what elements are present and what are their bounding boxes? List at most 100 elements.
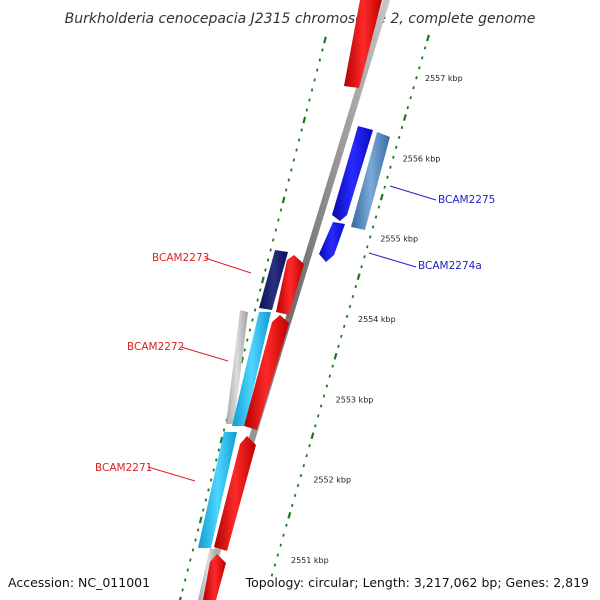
forward-cds-arrow[interactable] [244, 315, 289, 430]
tick-label: 2552 kbp [313, 476, 351, 485]
map-title: Burkholderia cenocepacia J2315 chromosom… [65, 11, 536, 27]
tick-mark [331, 364, 334, 368]
genome-summary-text: Topology: circular; Length: 3,217,062 bp… [245, 575, 589, 590]
cyan-feature [232, 312, 271, 426]
tick-mark [415, 76, 418, 80]
tick-mark [266, 258, 270, 262]
tick-mark [194, 538, 197, 542]
tick-mark [292, 158, 296, 162]
tick-mark [300, 128, 303, 132]
tick-label: 2553 kbp [336, 395, 374, 404]
tick-mark [290, 503, 294, 507]
gene-label-bcam2275[interactable]: BCAM2275 [438, 194, 495, 206]
tick-mark [322, 394, 326, 398]
tick-mark [260, 276, 265, 284]
tick-mark [202, 508, 205, 512]
tick-mark [313, 78, 316, 82]
tick-mark [426, 34, 430, 42]
tick-mark [222, 428, 226, 432]
tick-mark [299, 473, 303, 478]
tick-mark [285, 523, 288, 527]
tick-mark [308, 98, 311, 102]
reverse-cds-arrow[interactable] [319, 222, 345, 262]
tick-mark [394, 145, 398, 149]
tick-label: 2556 kbp [403, 154, 441, 163]
tick-label: 2554 kbp [358, 315, 396, 324]
tick-mark [418, 66, 421, 70]
tick-mark [284, 188, 288, 192]
tick-mark [310, 88, 314, 92]
navy-feature [259, 250, 288, 310]
tick-mark [360, 265, 363, 269]
forward-cds-arrow[interactable] [276, 255, 304, 315]
tick-mark [274, 228, 278, 232]
tick-mark [325, 384, 329, 388]
tick-mark [371, 225, 375, 229]
tick-mark [198, 516, 203, 524]
tick-mark [348, 304, 352, 309]
tick-mark [243, 348, 246, 352]
tick-mark [383, 185, 386, 189]
tick-mark [215, 458, 218, 462]
gene-labels: BCAM2273 BCAM2272 BCAM2271 BCAM2275 BCAM… [95, 185, 495, 482]
tick-mark [277, 218, 280, 222]
tick-mark [248, 328, 252, 332]
gene-label-bcam2274a[interactable]: BCAM2274a [418, 260, 482, 272]
tick-mark [183, 578, 187, 582]
tick-mark [354, 285, 358, 289]
tick-mark [181, 588, 184, 592]
tick-mark [209, 478, 213, 482]
tick-label-group: 2551 kbp 2552 kbp 2553 kbp 2554 kbp 2555 kbp… [291, 74, 463, 565]
tick-mark [363, 255, 366, 259]
tick-mark [217, 448, 221, 452]
gene-label-bcam2272[interactable]: BCAM2272 [127, 341, 184, 353]
tick-label: 2557 kbp [425, 74, 463, 83]
tick-mark [409, 96, 412, 100]
tick-mark [333, 352, 338, 360]
forward-cds-arrow[interactable] [214, 436, 256, 551]
forward-cds-arrow[interactable] [344, 0, 382, 88]
forward-cds-arrow[interactable] [203, 554, 226, 600]
tick-mark [379, 193, 384, 201]
tick-mark [323, 36, 327, 44]
reverse-cds-track [319, 126, 373, 262]
tick-mark [305, 454, 308, 458]
accession-text: Accession: NC_011001 [8, 575, 150, 590]
tick-mark [345, 314, 349, 319]
tick-mark [196, 528, 200, 532]
tick-mark [212, 468, 215, 472]
tick-mark [386, 175, 389, 179]
tick-mark [316, 414, 320, 418]
tick-mark [256, 298, 259, 302]
inner-feature-track [198, 250, 288, 600]
tick-mark [287, 178, 290, 182]
tick-mark [392, 155, 395, 159]
tick-mark [389, 165, 392, 169]
tick-mark [293, 493, 297, 498]
gene-label-bcam2271[interactable]: BCAM2271 [95, 462, 152, 474]
forward-cds-track [203, 0, 382, 600]
tick-mark [178, 596, 182, 600]
inner-tick-ring [178, 36, 327, 600]
tick-mark [368, 235, 372, 239]
tick-mark [423, 46, 427, 50]
steel-feature [351, 132, 390, 230]
tick-mark [253, 308, 257, 312]
cyan-feature [198, 432, 237, 548]
tick-mark [287, 511, 292, 519]
reverse-cds-arrow[interactable] [332, 126, 373, 221]
gene-label-bcam2273[interactable]: BCAM2273 [152, 252, 209, 264]
tick-mark [204, 498, 208, 502]
tick-mark [276, 553, 280, 557]
grey-feature [226, 310, 248, 424]
tick-mark [400, 125, 404, 130]
tick-mark [402, 114, 407, 121]
tick-mark [207, 488, 210, 492]
tick-mark [374, 215, 378, 219]
tick-mark [302, 464, 306, 468]
tick-mark [302, 116, 307, 124]
tick-mark [282, 533, 285, 537]
tick-mark [316, 68, 319, 72]
tick-mark [281, 196, 286, 204]
tick-mark [246, 338, 249, 342]
